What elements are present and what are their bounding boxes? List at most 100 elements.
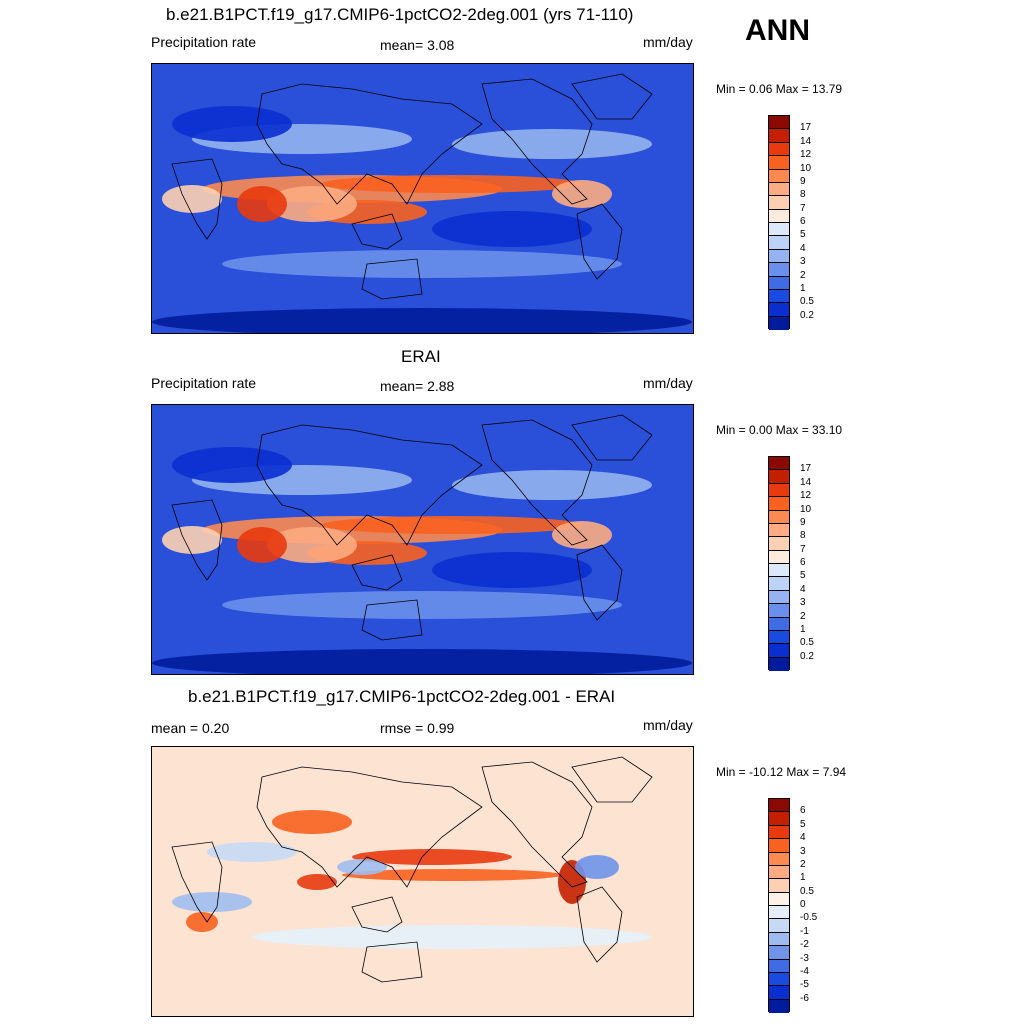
panel-title: b.e21.B1PCT.f19_g17.CMIP6-1pctCO2-2deg.0… bbox=[188, 687, 616, 706]
colorbar-tick-label: -0.5 bbox=[800, 912, 818, 924]
coastline bbox=[171, 841, 223, 923]
colorbar-tick-label: 9 bbox=[800, 516, 806, 528]
coastline bbox=[576, 544, 623, 621]
units-label: mm/day bbox=[643, 717, 693, 733]
colorbar-tick-label: 4 bbox=[800, 242, 806, 254]
coastline bbox=[171, 499, 223, 581]
colorbar-cell bbox=[769, 604, 789, 618]
precip-contour bbox=[152, 649, 692, 674]
colorbar-cell bbox=[769, 142, 789, 157]
precip-contour bbox=[172, 447, 292, 483]
colorbar-tick-label: 7 bbox=[800, 202, 806, 214]
colorbar-tick-label: 0.2 bbox=[800, 309, 814, 321]
precip-contour bbox=[272, 810, 352, 834]
map-background bbox=[152, 747, 693, 1016]
colorbar-cell bbox=[769, 196, 789, 210]
colorbar-cell bbox=[769, 932, 789, 947]
panel-title: b.e21.B1PCT.f19_g17.CMIP6-1pctCO2-2deg.0… bbox=[166, 5, 634, 24]
precip-contour bbox=[207, 842, 297, 862]
colorbar-cell bbox=[769, 590, 789, 605]
colorbar-cell bbox=[769, 249, 789, 264]
precip-contour bbox=[452, 129, 652, 159]
colorbar-cell bbox=[769, 577, 789, 591]
rmse-label: rmse = 0.99 bbox=[380, 720, 455, 736]
precip-contour bbox=[352, 849, 512, 865]
precip-contour bbox=[162, 185, 222, 213]
colorbar-cell bbox=[769, 523, 789, 538]
colorbar-tick-label: 0.5 bbox=[800, 885, 814, 897]
colorbar-cell bbox=[769, 986, 789, 1000]
colorbar-tick-label: 8 bbox=[800, 530, 806, 542]
colorbar-cell bbox=[769, 223, 789, 237]
difference-map bbox=[151, 746, 694, 1017]
map-field bbox=[152, 747, 693, 1016]
colorbar-tick-label: 7 bbox=[800, 543, 806, 555]
coastline bbox=[256, 424, 483, 546]
coastline bbox=[361, 599, 423, 641]
colorbar-tick-label: 14 bbox=[800, 135, 812, 147]
colorbar-tick-label: 12 bbox=[800, 149, 812, 161]
colorbar bbox=[768, 456, 790, 671]
precip-contour bbox=[172, 892, 252, 912]
coastline bbox=[171, 158, 223, 240]
colorbar-tick-label: -4 bbox=[800, 965, 809, 977]
colorbar-cell bbox=[769, 303, 789, 317]
precip-contour bbox=[237, 527, 287, 563]
coastline bbox=[361, 941, 423, 983]
colorbar-cell bbox=[769, 959, 789, 973]
precip-contour bbox=[432, 552, 592, 588]
min-max-label: Min = 0.00 Max = 33.10 bbox=[716, 423, 843, 437]
colorbar bbox=[768, 798, 790, 1013]
coastline bbox=[571, 756, 653, 803]
colorbar-cell bbox=[769, 497, 789, 511]
colorbar-tick-label: 2 bbox=[800, 858, 806, 870]
colorbar-cell bbox=[769, 812, 789, 826]
mean-label: mean = 0.20 bbox=[151, 720, 230, 736]
colorbar-cell bbox=[769, 919, 789, 933]
precip-contour bbox=[222, 591, 622, 619]
colorbar-tick-label: -3 bbox=[800, 952, 809, 964]
colorbar bbox=[768, 115, 790, 330]
colorbar-tick-label: 6 bbox=[800, 216, 806, 227]
colorbar-tick-label: 0.5 bbox=[800, 296, 814, 308]
precip-contour bbox=[237, 186, 287, 222]
coastline bbox=[571, 414, 653, 461]
colorbar-cell bbox=[769, 537, 789, 551]
precip-contour bbox=[337, 859, 387, 875]
colorbar-cell bbox=[769, 617, 789, 631]
colorbar-cell bbox=[769, 892, 789, 906]
colorbar-tick-label: 1 bbox=[800, 282, 806, 294]
colorbar-tick-label: 1 bbox=[800, 623, 806, 635]
colorbar-tick-label: -6 bbox=[800, 992, 809, 1004]
colorbar-cell bbox=[769, 470, 789, 484]
colorbar-tick-label: 17 bbox=[800, 463, 812, 475]
precip-contour bbox=[172, 106, 292, 142]
coastline bbox=[351, 896, 403, 933]
left-label: Precipitation rate bbox=[151, 34, 257, 50]
colorbar-cell bbox=[769, 236, 789, 250]
colorbar-cell bbox=[769, 865, 789, 880]
min-max-label: Min = 0.06 Max = 13.79 bbox=[716, 82, 843, 96]
colorbar-cell bbox=[769, 263, 789, 277]
colorbar-cell bbox=[769, 644, 789, 658]
colorbar-cell bbox=[769, 999, 789, 1013]
colorbar-tick-label: 4 bbox=[800, 832, 806, 844]
colorbar-tick-label: 6 bbox=[800, 805, 806, 817]
precip-map bbox=[151, 63, 694, 334]
colorbar-tick-label: -5 bbox=[800, 979, 809, 991]
colorbar-tick-label: 4 bbox=[800, 583, 806, 595]
colorbar-tick-label: 10 bbox=[800, 503, 812, 515]
colorbar-cell bbox=[769, 209, 789, 223]
colorbar-cell bbox=[769, 946, 789, 960]
left-label: Precipitation rate bbox=[151, 375, 257, 391]
panel-title: ERAI bbox=[401, 347, 441, 366]
colorbar-cell bbox=[769, 182, 789, 197]
precip-contour bbox=[452, 470, 652, 500]
coastline bbox=[256, 766, 483, 888]
precip-contour bbox=[162, 526, 222, 554]
coastline bbox=[571, 73, 653, 120]
colorbar-cell bbox=[769, 657, 789, 671]
min-max-label: Min = -10.12 Max = 7.94 bbox=[716, 765, 847, 779]
precip-contour bbox=[267, 186, 357, 222]
colorbar-cell bbox=[769, 116, 789, 130]
